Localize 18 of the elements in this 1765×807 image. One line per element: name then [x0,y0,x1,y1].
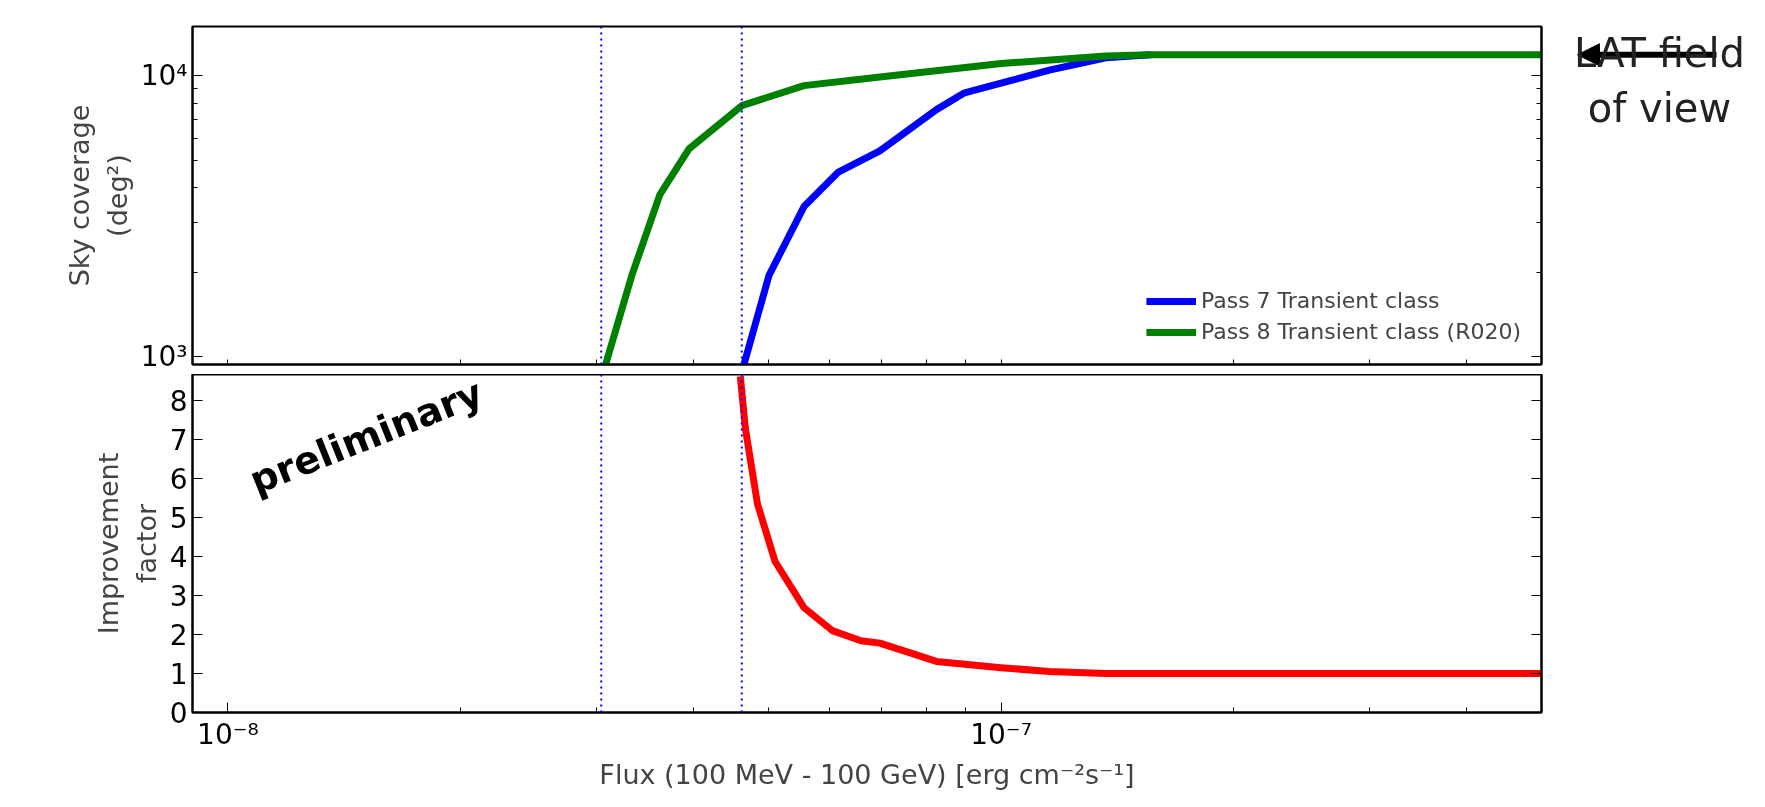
y-axis-title: Improvement factor [93,452,162,635]
y-tick-label: 10⁴ [140,59,188,93]
y-tick-label: 6 [169,463,188,497]
y-tick-label: 2 [169,619,188,653]
y-tick-label: 4 [169,541,188,575]
legend-label: Pass 8 Transient class (R020) [1200,319,1521,344]
y-axis-title: Sky coverage (deg²) [64,104,133,287]
y-tick-label: 8 [169,385,188,419]
x-tick-label: 10⁻⁷ [970,717,1032,751]
y-tick-label: 5 [169,502,188,536]
y-tick-label: 7 [169,424,188,458]
y-tick-label: 10³ [140,340,188,374]
y-tick-label: 3 [169,580,188,614]
y-tick-label: 0 [169,697,188,730]
legend-label: Pass 7 Transient class [1200,288,1440,313]
x-tick-label: 10⁻⁸ [197,717,259,751]
x-axis-title: Flux (100 MeV - 100 GeV) [erg cm⁻²s⁻¹] [599,758,1135,790]
y-tick-label: 1 [169,658,188,692]
